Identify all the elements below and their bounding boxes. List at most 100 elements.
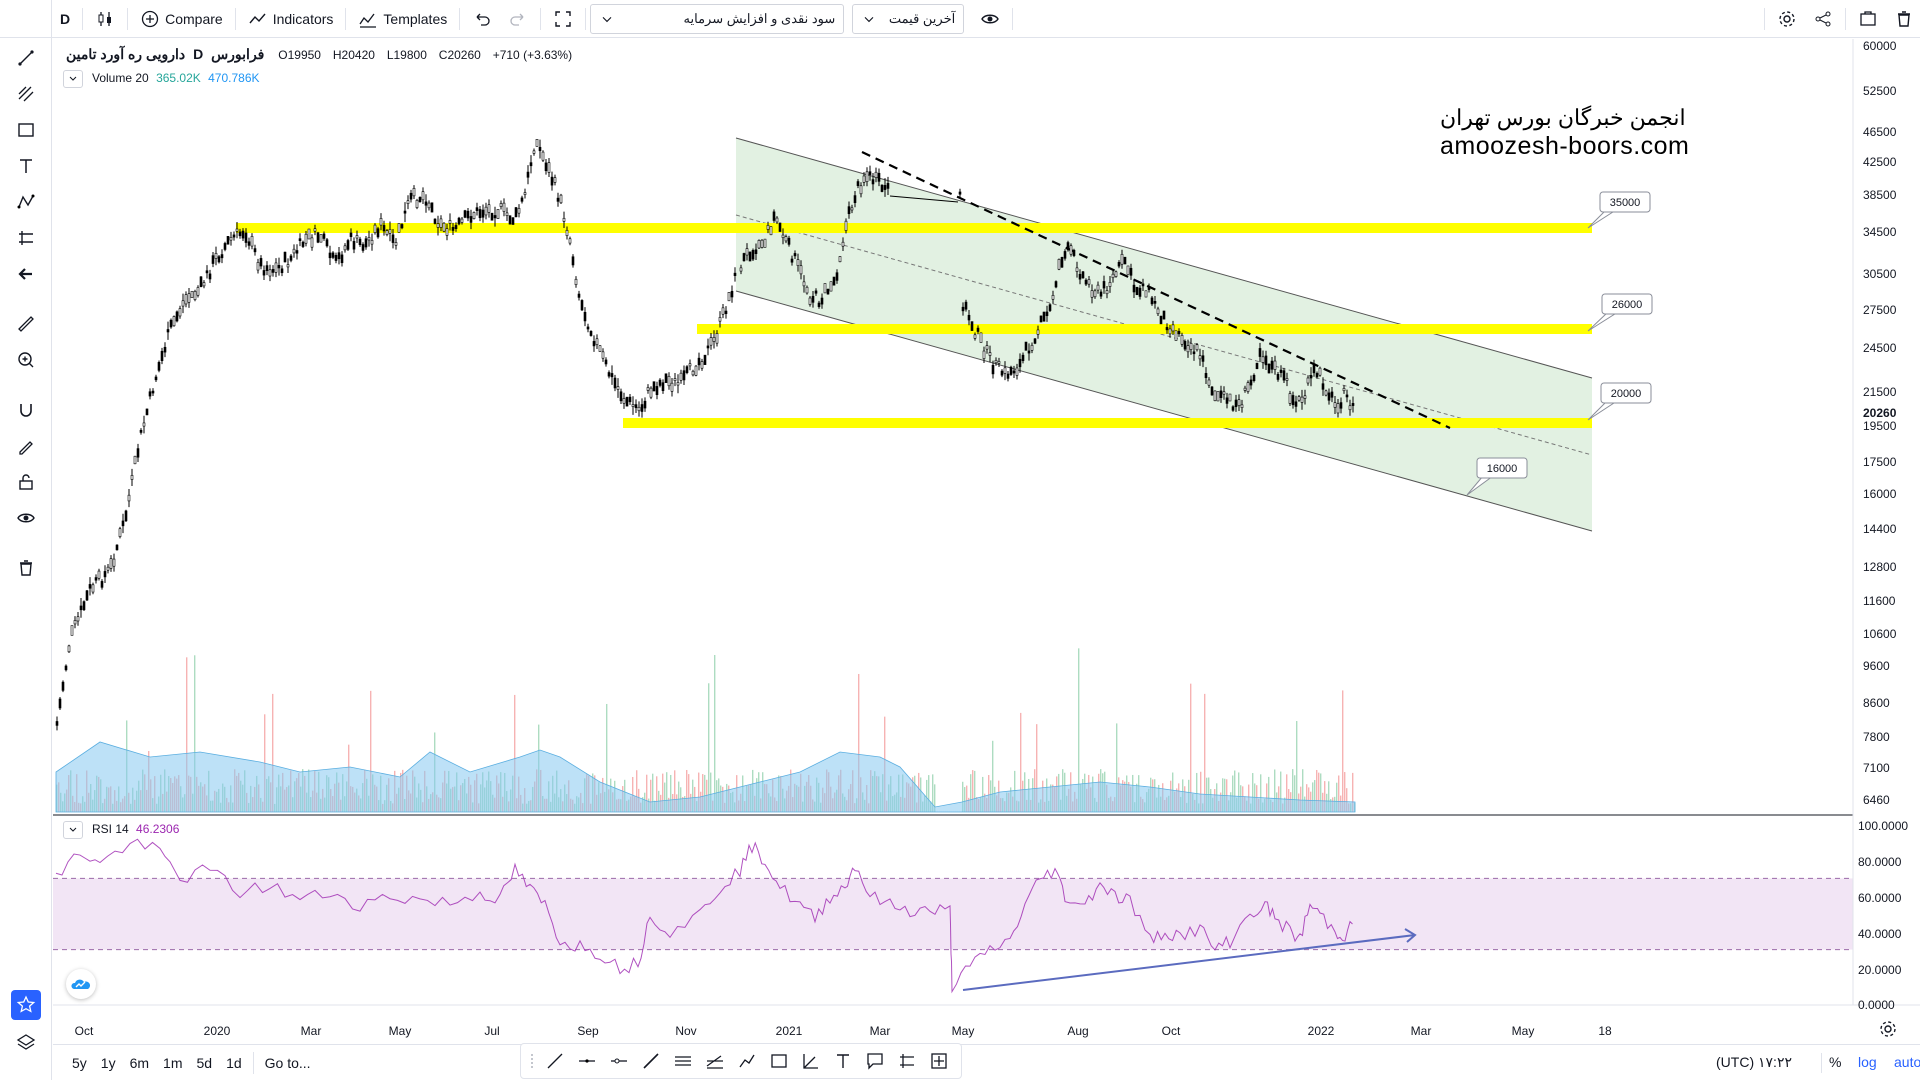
callout-icon[interactable] — [859, 1045, 891, 1077]
shape-rectangle-icon[interactable] — [10, 114, 42, 146]
angle-icon[interactable] — [795, 1045, 827, 1077]
candle-body — [607, 372, 611, 377]
level-badge-16000[interactable]: 16000 — [1466, 457, 1528, 496]
pattern-tool-icon[interactable] — [10, 186, 42, 218]
auto-toggle[interactable]: auto — [1894, 1054, 1920, 1070]
measure-icon[interactable] — [923, 1045, 955, 1077]
rsi-pane[interactable] — [53, 838, 1853, 994]
candle-body — [766, 225, 770, 230]
snapshot-icon[interactable] — [1850, 4, 1886, 34]
price-source-dropdown[interactable]: آخرین قیمت — [852, 3, 965, 34]
log-toggle[interactable]: log — [1858, 1054, 1877, 1070]
candle-body — [1129, 267, 1133, 276]
lock-icon[interactable] — [10, 466, 42, 498]
level-badge-26000[interactable]: 26000 — [1587, 293, 1653, 332]
indicators-button[interactable]: Indicators — [240, 4, 342, 34]
candle-body — [1222, 391, 1226, 395]
candle-body — [427, 202, 431, 209]
range-button-1d[interactable]: 1d — [226, 1054, 242, 1071]
candle-body — [1231, 406, 1235, 411]
volume-bar — [932, 774, 934, 812]
candle-body — [838, 256, 842, 263]
ray-icon[interactable] — [635, 1045, 667, 1077]
candle-body — [1297, 396, 1301, 401]
trash-icon[interactable] — [10, 552, 42, 584]
percent-toggle[interactable]: % — [1829, 1054, 1842, 1070]
fullscreen-icon[interactable] — [545, 4, 581, 34]
parallel-channel-icon[interactable] — [667, 1045, 699, 1077]
drag-handle-icon[interactable] — [527, 1045, 539, 1077]
undo-icon[interactable] — [464, 4, 500, 34]
fib-retracement-icon[interactable] — [699, 1045, 731, 1077]
legend-high: 20420 — [341, 48, 375, 62]
ruler-icon[interactable] — [10, 308, 42, 340]
level-badge-20000[interactable]: 20000 — [1587, 382, 1652, 421]
long-position-icon[interactable] — [891, 1045, 923, 1077]
candle-body — [796, 259, 800, 266]
range-button-6m[interactable]: 6m — [129, 1054, 150, 1071]
magnet-icon[interactable] — [10, 394, 42, 426]
visibility-eye-icon[interactable] — [972, 4, 1008, 34]
star-favorites-icon[interactable] — [11, 990, 41, 1020]
collapse-rsi-button[interactable] — [63, 821, 83, 839]
support-resistance-band[interactable] — [623, 418, 1592, 428]
candle-body — [181, 300, 185, 307]
candle-body — [730, 290, 734, 298]
price-candles[interactable] — [55, 139, 1355, 731]
redo-icon[interactable] — [500, 4, 536, 34]
volume-histogram[interactable] — [55, 648, 1356, 813]
volume-bar — [1234, 770, 1236, 812]
candle-body — [226, 236, 230, 245]
axis-settings-gear-icon[interactable] — [1878, 1019, 1898, 1044]
templates-button[interactable]: Templates — [350, 4, 455, 34]
tradingview-logo-icon[interactable] — [66, 969, 96, 999]
rsi-line[interactable] — [55, 838, 1353, 994]
range-button-1y[interactable]: 1y — [100, 1054, 116, 1071]
back-arrow-icon[interactable] — [10, 258, 42, 290]
delete-icon[interactable] — [1886, 4, 1920, 34]
dashed-trendline[interactable] — [861, 151, 1451, 429]
interval-button[interactable]: D — [60, 10, 71, 27]
candle-body — [493, 215, 497, 219]
path-icon[interactable] — [731, 1045, 763, 1077]
indicators-icon — [249, 13, 266, 23]
zoom-in-icon[interactable] — [10, 344, 42, 376]
candle-body — [1045, 311, 1049, 317]
chart-type-icon[interactable] — [87, 4, 123, 34]
clock-label[interactable]: ۱۷:۲۲ (UTC) — [1716, 1054, 1792, 1070]
text-icon[interactable] — [827, 1045, 859, 1077]
horizontal-ray-icon[interactable] — [603, 1045, 635, 1077]
trend-line-icon[interactable] — [539, 1045, 571, 1077]
chart-canvas[interactable]: 35000 26000 20000 16000 60000 52500 46500 4250… — [53, 39, 1920, 1044]
level-badge-35000[interactable]: 35000 — [1587, 191, 1651, 229]
settings-gear-icon[interactable] — [1769, 4, 1805, 34]
share-icon[interactable] — [1805, 4, 1841, 34]
range-button-5d[interactable]: 5d — [196, 1054, 213, 1071]
compare-button[interactable]: Compare — [132, 4, 231, 34]
trend-line-icon[interactable] — [10, 42, 42, 74]
range-button-5y[interactable]: 5y — [72, 1054, 87, 1071]
channel-mid-line[interactable] — [735, 214, 1593, 456]
eye-icon[interactable] — [10, 502, 42, 534]
candle-body — [1318, 367, 1322, 376]
dividend-dropdown[interactable]: سود نقدی و افزایش سرمایه — [590, 3, 845, 34]
main-pane[interactable]: 35000 26000 20000 16000 — [55, 137, 1653, 813]
goto-button[interactable]: Go to... — [264, 1054, 311, 1071]
candle-body — [319, 234, 323, 243]
range-button-1m[interactable]: 1m — [163, 1054, 183, 1071]
candle-body — [1261, 356, 1265, 363]
candle-body — [1051, 295, 1055, 300]
fib-tool-icon[interactable] — [10, 78, 42, 110]
stay-drawing-icon[interactable] — [10, 430, 42, 462]
prediction-tool-icon[interactable] — [10, 222, 42, 254]
support-resistance-band[interactable] — [236, 223, 1592, 233]
candle-body — [643, 400, 647, 409]
rectangle-icon[interactable] — [763, 1045, 795, 1077]
support-resistance-band[interactable] — [697, 324, 1592, 334]
collapse-legend-button[interactable] — [63, 70, 83, 88]
layers-icon[interactable] — [10, 1026, 42, 1058]
candle-body — [298, 238, 302, 241]
horizontal-line-icon[interactable] — [571, 1045, 603, 1077]
rsi-divergence-arrow[interactable] — [962, 934, 1416, 991]
text-tool-icon[interactable] — [10, 150, 42, 182]
